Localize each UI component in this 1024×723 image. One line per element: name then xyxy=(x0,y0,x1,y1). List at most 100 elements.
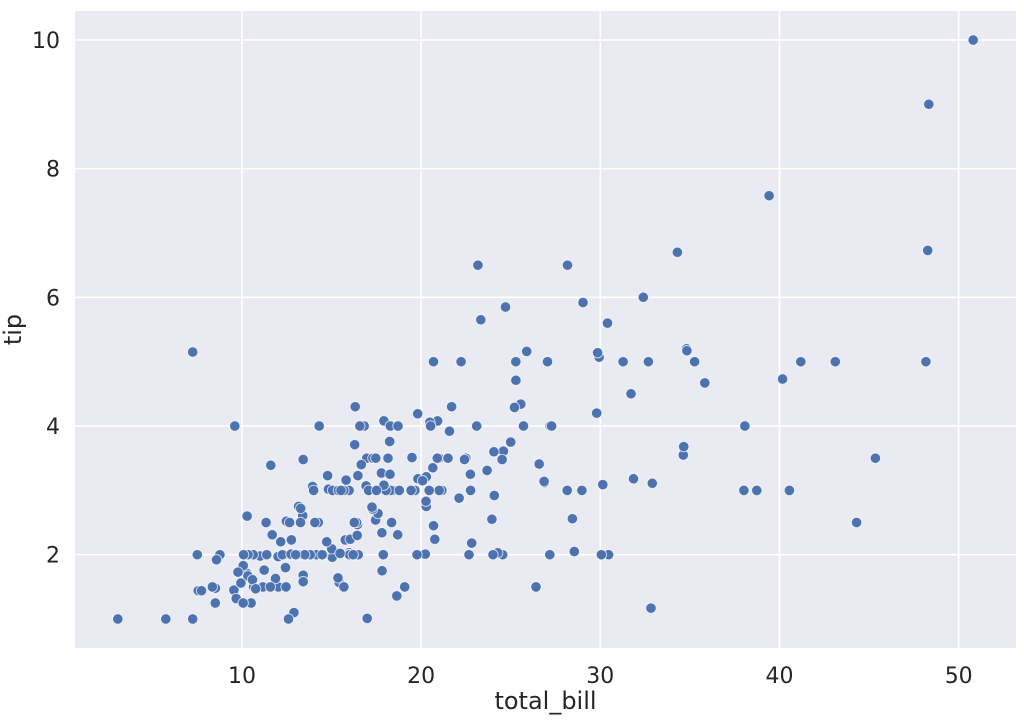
axes-background xyxy=(75,11,1016,648)
data-point xyxy=(384,468,396,480)
data-point xyxy=(235,577,247,589)
data-point xyxy=(385,516,398,529)
data-point xyxy=(195,585,208,597)
data-point xyxy=(309,516,321,529)
data-point xyxy=(295,502,307,515)
data-point xyxy=(645,602,657,614)
data-point xyxy=(258,564,270,576)
data-point xyxy=(355,458,367,471)
data-point xyxy=(751,484,763,497)
data-point xyxy=(307,484,320,497)
data-point xyxy=(466,537,478,549)
data-point xyxy=(627,473,640,485)
data-point xyxy=(486,513,498,525)
data-point xyxy=(424,420,437,432)
data-point xyxy=(739,420,751,432)
data-point xyxy=(237,597,249,609)
data-point xyxy=(392,529,404,541)
data-point xyxy=(464,468,477,480)
data-point xyxy=(265,459,277,471)
data-point xyxy=(191,549,203,561)
data-point xyxy=(321,536,333,548)
data-point xyxy=(354,420,366,432)
data-point xyxy=(521,345,533,358)
data-point xyxy=(187,346,199,358)
data-point xyxy=(376,527,388,539)
data-point xyxy=(568,545,580,558)
data-point xyxy=(561,259,574,271)
data-point xyxy=(261,549,273,561)
data-point xyxy=(533,458,545,470)
data-point xyxy=(601,317,614,329)
data-point xyxy=(591,407,603,419)
data-point xyxy=(335,484,347,497)
data-point xyxy=(361,612,373,625)
data-point xyxy=(517,420,530,432)
x-tick-label: 30 xyxy=(586,664,614,689)
data-point xyxy=(209,597,221,609)
data-point xyxy=(681,345,693,357)
data-point xyxy=(530,581,542,593)
data-point xyxy=(561,484,573,497)
data-point xyxy=(453,492,465,504)
data-point xyxy=(538,475,550,488)
x-tick-label: 40 xyxy=(766,664,794,689)
y-axis-label: tip xyxy=(0,314,27,345)
data-point xyxy=(499,301,512,313)
data-point xyxy=(920,356,932,368)
data-point xyxy=(405,484,417,497)
data-point xyxy=(269,572,282,585)
data-point xyxy=(442,452,454,464)
data-point xyxy=(351,529,363,542)
data-point xyxy=(637,291,649,303)
data-point xyxy=(348,516,360,529)
data-point xyxy=(678,440,690,453)
data-point xyxy=(433,484,445,497)
x-tick-label: 20 xyxy=(407,664,435,689)
data-point xyxy=(763,190,775,202)
data-point xyxy=(496,453,508,466)
data-point xyxy=(282,613,295,625)
data-point xyxy=(427,356,440,368)
data-point xyxy=(429,533,441,545)
scatter-points-group xyxy=(112,34,979,625)
data-point xyxy=(237,549,250,561)
data-point xyxy=(577,296,589,309)
x-axis-label: total_bill xyxy=(494,687,596,715)
data-point xyxy=(232,566,244,578)
data-point xyxy=(783,484,796,497)
data-point xyxy=(283,516,296,529)
data-point xyxy=(510,356,522,368)
y-tick-label: 6 xyxy=(46,286,60,311)
data-point xyxy=(505,436,517,448)
y-tick-label: 4 xyxy=(46,415,60,440)
data-point xyxy=(399,581,411,593)
data-point xyxy=(488,489,500,502)
data-point xyxy=(481,464,493,477)
data-point xyxy=(597,478,609,491)
data-point xyxy=(544,549,556,561)
data-point xyxy=(313,420,325,432)
data-point xyxy=(488,446,500,458)
data-point xyxy=(206,581,219,593)
data-point xyxy=(391,590,403,602)
data-point xyxy=(187,613,199,625)
data-point xyxy=(383,435,396,448)
data-point xyxy=(617,356,629,368)
data-point xyxy=(347,549,359,561)
data-point xyxy=(445,401,458,413)
data-point xyxy=(210,554,223,566)
data-point xyxy=(264,581,277,593)
data-point xyxy=(922,244,934,257)
data-point xyxy=(431,452,443,464)
data-point xyxy=(260,516,272,529)
data-point xyxy=(229,420,241,432)
data-point xyxy=(671,246,684,258)
data-point xyxy=(829,356,841,368)
x-tick-label: 10 xyxy=(228,664,256,689)
data-point xyxy=(463,549,475,561)
data-point xyxy=(160,613,172,625)
data-point xyxy=(646,477,658,489)
data-point xyxy=(406,451,418,464)
